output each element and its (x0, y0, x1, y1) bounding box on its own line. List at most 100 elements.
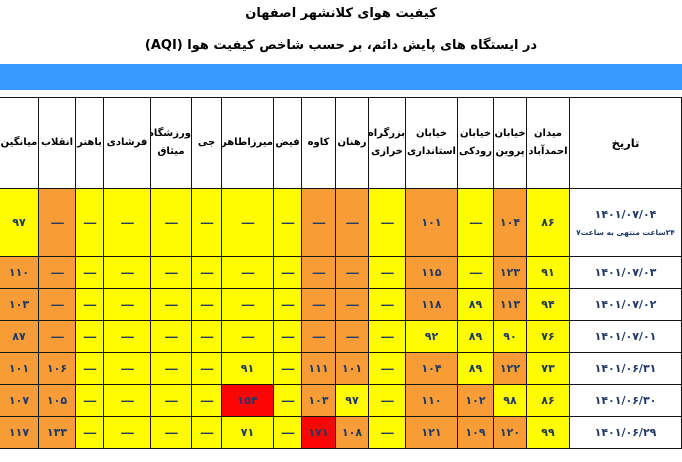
no-data-dash: ---- (345, 300, 360, 311)
aqi-value-cell: ۱۱۰ (0, 256, 39, 289)
no-data-dash: ---- (200, 218, 214, 229)
column-header-station: جی (191, 97, 222, 189)
aqi-value-cell: ۸۹ (457, 352, 494, 385)
aqi-value-cell: ---- (335, 288, 369, 321)
column-header-station: باهنر (75, 97, 104, 189)
no-data-dash: ---- (164, 300, 179, 311)
aqi-value-cell: ۱۱۷ (0, 416, 39, 449)
aqi-value-cell: ---- (103, 416, 151, 449)
table-row: ۱۴۰۱/۰۶/۳۱ ۷۳ ۱۲۲ ۸۹ ۱۰۴ ---- ۱۰۱ ۱۱۱ ---- ۹۱ ----… (0, 352, 682, 385)
no-data-dash: ---- (120, 428, 135, 439)
aqi-value-cell: ---- (368, 288, 406, 321)
column-header-station: رهنان (335, 97, 369, 189)
no-data-dash: ---- (469, 268, 483, 279)
table-row: ۱۴۰۱/۰۷/۰۲ ۹۴ ۱۱۳ ۸۹ ۱۱۸ ---- ---- ---- ---- ----… (0, 288, 682, 321)
aqi-value-cell: ---- (150, 288, 192, 321)
column-header-station: انقلاب (38, 97, 76, 189)
aqi-value-cell: ۱۰۱ (335, 352, 369, 385)
table-row: ۱۴۰۱/۰۷/۰۴ ۲۴ساعت منتهی به ساعت۷ ۸۶ ۱۰۴ ----… (0, 188, 682, 257)
column-header-station: خیابان استانداری (405, 97, 458, 189)
no-data-dash: ---- (164, 218, 179, 229)
aqi-value-cell: ۹۱ (526, 256, 570, 289)
no-data-dash: ---- (200, 396, 214, 407)
column-header-station: خیابان پروین (493, 97, 527, 189)
no-data-dash: ---- (50, 332, 65, 343)
no-data-dash: ---- (164, 396, 179, 407)
date-value: ۱۴۰۱/۰۷/۰۲ (594, 298, 657, 311)
aqi-value-cell: ---- (273, 188, 302, 257)
aqi-value-cell: ۹۱ (221, 352, 274, 385)
aqi-value-cell: ---- (221, 320, 274, 353)
no-data-dash: ---- (241, 268, 255, 279)
aqi-value-cell: ---- (150, 320, 192, 353)
aqi-value-cell: ۱۱۵ (405, 256, 458, 289)
aqi-value-cell: ---- (368, 188, 406, 257)
aqi-value-cell: ۹۸ (493, 384, 527, 417)
aqi-value-cell: ---- (103, 288, 151, 321)
column-header-station: خیابان رودکی (457, 97, 494, 189)
aqi-value-cell: ۹۹ (526, 416, 570, 449)
aqi-value-cell: ---- (273, 416, 302, 449)
no-data-dash: ---- (83, 332, 97, 343)
no-data-dash: ---- (241, 300, 255, 311)
no-data-dash: ---- (120, 396, 135, 407)
aqi-value-cell: ---- (75, 384, 104, 417)
aqi-value-cell: ---- (221, 288, 274, 321)
aqi-value-cell: ---- (191, 256, 222, 289)
no-data-dash: ---- (120, 268, 135, 279)
table-row: ۱۴۰۱/۰۷/۰۱ ۷۶ ۹۰ ۸۹ ۹۲ ---- ---- ---- ---- ---- --… (0, 320, 682, 353)
no-data-dash: ---- (120, 218, 135, 229)
aqi-value-cell: ---- (191, 288, 222, 321)
aqi-value-cell: ---- (75, 256, 104, 289)
no-data-dash: ---- (241, 218, 255, 229)
aqi-value-cell: ---- (103, 352, 151, 385)
no-data-dash: ---- (83, 300, 97, 311)
no-data-dash: ---- (120, 332, 135, 343)
aqi-value-cell: ۱۰۹ (457, 416, 494, 449)
aqi-value-cell: ۱۰۳ (301, 384, 336, 417)
aqi-value-cell: ---- (273, 352, 302, 385)
date-cell: ۱۴۰۱/۰۷/۰۱ (569, 320, 682, 353)
no-data-dash: ---- (312, 218, 326, 229)
aqi-value-cell: ---- (103, 256, 151, 289)
no-data-dash: ---- (469, 218, 483, 229)
no-data-dash: ---- (345, 268, 360, 279)
no-data-dash: ---- (120, 364, 135, 375)
no-data-dash: ---- (281, 428, 295, 439)
column-header-station: میرزاطاهر (221, 97, 274, 189)
aqi-value-cell: ---- (273, 384, 302, 417)
aqi-value-cell: ۹۷ (0, 188, 39, 257)
aqi-value-cell: ۹۴ (526, 288, 570, 321)
no-data-dash: ---- (380, 268, 395, 279)
date-value: ۱۴۰۱/۰۷/۰۱ (594, 330, 657, 343)
date-value: ۱۴۰۱/۰۶/۲۹ (594, 426, 657, 439)
aqi-value-cell: ۷۳ (526, 352, 570, 385)
aqi-value-cell: ۹۷ (335, 384, 369, 417)
aqi-value-cell: ۸۹ (457, 288, 494, 321)
no-data-dash: ---- (380, 218, 395, 229)
aqi-value-cell: ۱۱۸ (405, 288, 458, 321)
aqi-value-cell: ۱۷۱ (301, 416, 336, 449)
aqi-value-cell: ---- (191, 384, 222, 417)
aqi-value-cell: ---- (301, 256, 336, 289)
date-value: ۱۴۰۱/۰۶/۳۰ (594, 394, 657, 407)
aqi-value-cell: ---- (335, 320, 369, 353)
no-data-dash: ---- (50, 268, 65, 279)
aqi-value-cell: ---- (221, 188, 274, 257)
aqi-value-cell: ---- (335, 256, 369, 289)
aqi-value-cell: ---- (191, 416, 222, 449)
aqi-value-cell: ---- (75, 188, 104, 257)
aqi-value-cell: ---- (150, 352, 192, 385)
aqi-value-cell: ---- (457, 256, 494, 289)
column-header-date: تاریخ (569, 97, 682, 189)
aqi-value-cell: ---- (75, 288, 104, 321)
no-data-dash: ---- (120, 300, 135, 311)
aqi-value-cell: ---- (75, 416, 104, 449)
date-cell: ۱۴۰۱/۰۷/۰۴ ۲۴ساعت منتهی به ساعت۷ (569, 188, 682, 257)
table-row: ۱۴۰۱/۰۶/۲۹ ۹۹ ۱۲۰ ۱۰۹ ۱۲۱ ---- ۱۰۸ ۱۷۱ ---- ۷۱ ---… (0, 416, 682, 449)
aqi-value-cell: ---- (301, 188, 336, 257)
aqi-value-cell: ۹۲ (405, 320, 458, 353)
aqi-value-cell: ۱۰۱ (405, 188, 458, 257)
date-cell: ۱۴۰۱/۰۶/۲۹ (569, 416, 682, 449)
column-header-station: بزرگراه خرازی (368, 97, 406, 189)
